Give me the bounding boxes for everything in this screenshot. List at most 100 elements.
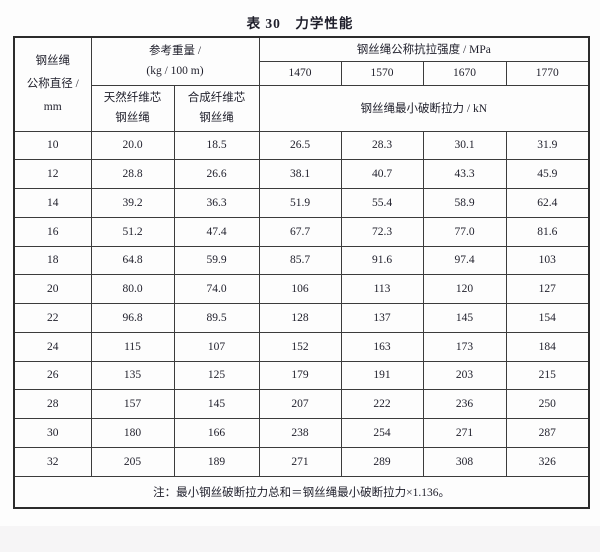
- header-synthetic-core-line1: 合成纤维芯: [187, 92, 246, 104]
- header-ref-weight-line2: (kg / 100 m): [146, 65, 204, 78]
- table-row: 30 180 166 238 254 271 287: [13, 418, 590, 448]
- value-cell: 80.0: [90, 274, 175, 304]
- diameter-cell: 32: [13, 446, 92, 477]
- value-cell: 163: [340, 331, 424, 362]
- value-cell: 180: [90, 418, 175, 448]
- table-row: 16 51.2 47.4 67.7 72.3 77.0 81.6: [13, 216, 590, 247]
- value-cell: 191: [340, 360, 424, 391]
- header-grade-1470: 1470: [258, 60, 342, 86]
- value-cell: 203: [422, 360, 507, 391]
- value-cell: 113: [340, 274, 424, 304]
- value-cell: 26.5: [258, 130, 342, 161]
- value-cell: 205: [90, 446, 175, 477]
- header-min-breaking-force: 钢丝绳最小破断拉力 / kN: [258, 84, 590, 132]
- diameter-cell: 14: [13, 188, 92, 218]
- value-cell: 287: [505, 418, 590, 448]
- table-row: 20 80.0 74.0 106 113 120 127: [13, 274, 590, 304]
- table-row: 32 205 189 271 289 308 326: [13, 446, 590, 477]
- header-synthetic-core-line2: 钢丝绳: [199, 112, 234, 124]
- value-cell: 157: [90, 389, 175, 419]
- value-cell: 125: [173, 360, 260, 391]
- value-cell: 91.6: [340, 245, 424, 276]
- table-row: 24 115 107 152 163 173 184: [13, 331, 590, 362]
- table-row: 26 135 125 179 191 203 215: [13, 360, 590, 391]
- value-cell: 62.4: [505, 188, 590, 218]
- diameter-cell: 12: [13, 159, 92, 189]
- value-cell: 51.9: [258, 188, 342, 218]
- value-cell: 222: [340, 389, 424, 419]
- value-cell: 36.3: [173, 188, 260, 218]
- value-cell: 128: [258, 303, 342, 333]
- header-synthetic-core: 合成纤维芯 钢丝绳: [173, 84, 260, 132]
- header-natural-core-line2: 钢丝绳: [115, 112, 150, 124]
- value-cell: 152: [258, 331, 342, 362]
- value-cell: 326: [505, 446, 590, 477]
- value-cell: 74.0: [173, 274, 260, 304]
- value-cell: 64.8: [90, 245, 175, 276]
- value-cell: 40.7: [340, 159, 424, 189]
- value-cell: 85.7: [258, 245, 342, 276]
- value-cell: 72.3: [340, 216, 424, 247]
- header-diameter-line3: mm: [43, 100, 62, 113]
- value-cell: 39.2: [90, 188, 175, 218]
- value-cell: 96.8: [90, 303, 175, 333]
- header-grade-1670: 1670: [422, 60, 507, 86]
- value-cell: 106: [258, 274, 342, 304]
- header-tensile-strength: 钢丝绳公称抗拉强度 / MPa: [258, 36, 590, 62]
- page-bottom-strip: [0, 526, 600, 552]
- diameter-cell: 30: [13, 418, 92, 448]
- table-note: 注：最小钢丝破断拉力总和＝钢丝绳最小破断拉力×1.136。: [13, 475, 590, 509]
- header-grade-1570: 1570: [340, 60, 424, 86]
- value-cell: 81.6: [505, 216, 590, 247]
- table-row: 18 64.8 59.9 85.7 91.6 97.4 103: [13, 245, 590, 276]
- mechanical-properties-table: 钢丝绳 公称直径 / mm 参考重量 / (kg / 100 m) 钢丝绳公称抗…: [13, 36, 591, 509]
- value-cell: 55.4: [340, 188, 424, 218]
- value-cell: 145: [422, 303, 507, 333]
- value-cell: 31.9: [505, 130, 590, 161]
- header-ref-weight-line1: 参考重量 /: [148, 45, 202, 58]
- table-row: 22 96.8 89.5 128 137 145 154: [13, 303, 590, 333]
- table-row: 12 28.8 26.6 38.1 40.7 43.3 45.9: [13, 159, 590, 189]
- value-cell: 58.9: [422, 188, 507, 218]
- value-cell: 103: [505, 245, 590, 276]
- value-cell: 89.5: [173, 303, 260, 333]
- header-row-1: 钢丝绳 公称直径 / mm 参考重量 / (kg / 100 m) 钢丝绳公称抗…: [13, 36, 590, 132]
- diameter-cell: 16: [13, 216, 92, 247]
- value-cell: 289: [340, 446, 424, 477]
- table-row: 28 157 145 207 222 236 250: [13, 389, 590, 419]
- table-row: 14 39.2 36.3 51.9 55.4 58.9 62.4: [13, 188, 590, 218]
- value-cell: 166: [173, 418, 260, 448]
- value-cell: 120: [422, 274, 507, 304]
- header-row-2: 1470 1570 1670 1770: [14, 60, 590, 86]
- value-cell: 179: [258, 360, 342, 391]
- value-cell: 271: [258, 446, 342, 477]
- value-cell: 154: [505, 303, 590, 333]
- value-cell: 271: [422, 418, 507, 448]
- header-grade-1770: 1770: [505, 60, 590, 86]
- value-cell: 135: [90, 360, 175, 391]
- value-cell: 30.1: [422, 130, 507, 161]
- header-natural-core: 天然纤维芯 钢丝绳: [90, 84, 175, 132]
- value-cell: 215: [505, 360, 590, 391]
- table-footer: 注：最小钢丝破断拉力总和＝钢丝绳最小破断拉力×1.136。: [13, 475, 590, 509]
- value-cell: 28.3: [340, 130, 424, 161]
- value-cell: 207: [258, 389, 342, 419]
- diameter-cell: 18: [13, 245, 92, 276]
- value-cell: 77.0: [422, 216, 507, 247]
- value-cell: 250: [505, 389, 590, 419]
- value-cell: 97.4: [422, 245, 507, 276]
- value-cell: 20.0: [90, 130, 175, 161]
- table-header: 钢丝绳 公称直径 / mm 参考重量 / (kg / 100 m) 钢丝绳公称抗…: [13, 36, 590, 132]
- value-cell: 45.9: [505, 159, 590, 189]
- diameter-cell: 20: [13, 274, 92, 304]
- value-cell: 28.8: [90, 159, 175, 189]
- table-title: 表 30 力学性能: [246, 16, 354, 31]
- value-cell: 308: [422, 446, 507, 477]
- diameter-cell: 24: [13, 331, 92, 362]
- header-ref-weight: 参考重量 / (kg / 100 m): [90, 36, 260, 86]
- diameter-cell: 28: [13, 389, 92, 419]
- value-cell: 47.4: [173, 216, 260, 247]
- value-cell: 254: [340, 418, 424, 448]
- value-cell: 67.7: [258, 216, 342, 247]
